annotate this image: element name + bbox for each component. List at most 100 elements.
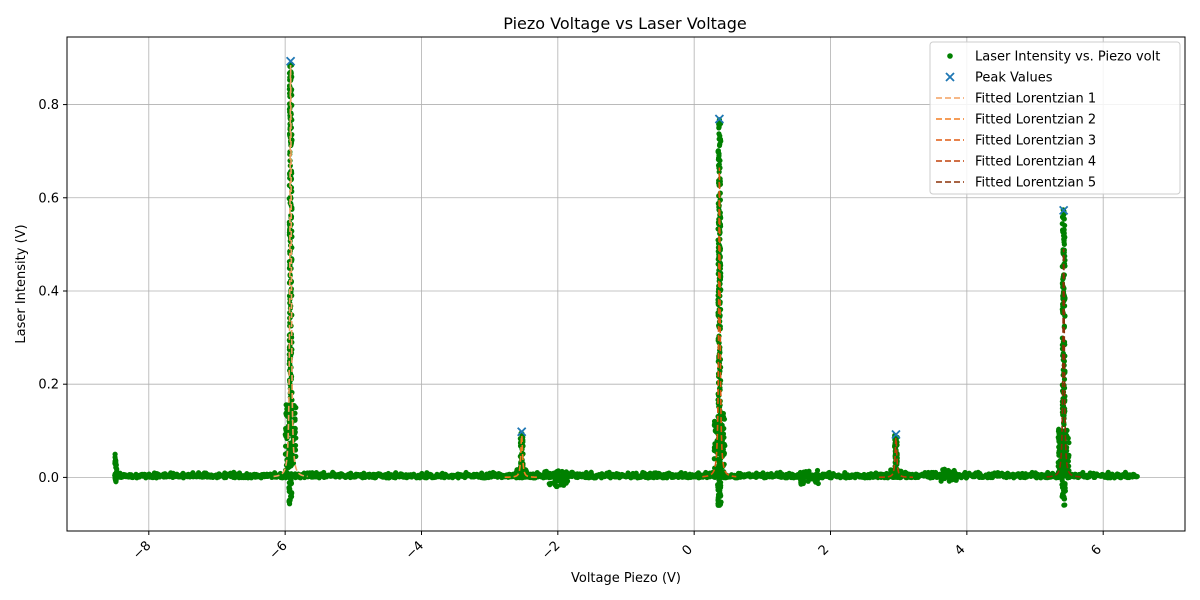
legend-marker-scatter	[947, 53, 953, 59]
legend-label: Fitted Lorentzian 2	[975, 113, 1096, 128]
scatter-point	[547, 471, 553, 477]
legend-label: Fitted Lorentzian 3	[975, 134, 1096, 149]
scatter-point	[713, 455, 719, 462]
legend-marker-x	[945, 72, 955, 82]
scatter-point	[286, 419, 293, 426]
legend-label: Laser Intensity vs. Piezo volt	[975, 50, 1160, 65]
scatter-point	[717, 501, 724, 507]
scatter-point	[564, 470, 570, 476]
chart-title: Piezo Voltage vs Laser Voltage	[503, 14, 746, 33]
scatter-point	[721, 434, 727, 441]
legend: Laser Intensity vs. Piezo volt Peak Value…	[929, 41, 1181, 195]
scatter-point	[113, 464, 119, 470]
scatter-point	[292, 426, 298, 432]
scatter-point	[1056, 436, 1062, 443]
x-tick-label: 6	[1088, 542, 1104, 558]
scatter-point	[288, 441, 294, 448]
scatter-point	[716, 125, 722, 131]
peak-marker	[1059, 205, 1069, 216]
lorentzian-fit-line	[504, 435, 539, 479]
scatter-point	[543, 468, 549, 474]
scatter-point	[802, 470, 808, 476]
scatter-point	[717, 488, 723, 494]
scatter-point	[287, 493, 294, 499]
scatter-point	[286, 456, 292, 462]
scatter-point	[1055, 459, 1061, 466]
scatter-point	[112, 474, 118, 480]
scatter-point	[286, 486, 292, 492]
scatter-point	[942, 475, 948, 482]
scatter-point	[720, 414, 727, 420]
scatter-point	[113, 479, 119, 485]
x-tick-label: −2	[539, 538, 563, 562]
scatter-point	[286, 480, 292, 486]
scatter-point	[1065, 454, 1072, 460]
scatter-point	[941, 467, 948, 473]
x-tick-label: −6	[267, 538, 291, 562]
axes-frame	[66, 36, 1186, 532]
scatter-point	[717, 493, 724, 499]
scatter-point	[711, 445, 718, 451]
scatter-point	[1061, 237, 1067, 243]
scatter-point	[1062, 222, 1068, 229]
scatter-point	[288, 277, 294, 284]
scatter-point	[716, 151, 722, 157]
scatter-point	[1061, 241, 1067, 247]
scatter-point	[552, 482, 558, 488]
lorentzian-fit-line	[702, 167, 737, 478]
peak-markers	[285, 56, 1069, 440]
scatter-point	[558, 482, 564, 488]
x-tick-label: 0	[679, 542, 695, 558]
scatter-point	[112, 458, 119, 464]
scatter-point	[717, 133, 723, 139]
scatter-point	[800, 479, 806, 485]
scatter-point	[805, 478, 811, 484]
y-tick-label: 0.0	[38, 471, 59, 486]
scatter-point	[949, 477, 955, 483]
scatter-point	[1061, 212, 1067, 218]
scatter-point	[1066, 440, 1072, 446]
scatter-point	[718, 479, 724, 486]
scatter-point	[711, 474, 717, 480]
scatter-point	[286, 497, 292, 503]
scatter-point	[1061, 502, 1067, 508]
lorentzian-fit-line	[1046, 249, 1081, 478]
scatter-point	[1055, 428, 1062, 434]
legend-label: Fitted Lorentzian 4	[975, 155, 1096, 170]
x-axis-label: Voltage Piezo (V)	[571, 571, 681, 586]
scatter-point	[721, 441, 727, 447]
peak-marker	[285, 56, 296, 66]
peak-marker	[891, 429, 901, 440]
scatter-point	[283, 402, 289, 408]
scatter-point	[1134, 473, 1140, 480]
scatter-point	[813, 476, 819, 482]
x-tick-label: 4	[952, 542, 968, 558]
peak-marker	[714, 114, 725, 124]
scatter-point	[712, 427, 718, 433]
scatter-point	[1062, 485, 1068, 491]
scatter-point	[293, 405, 299, 411]
legend-box	[929, 41, 1181, 195]
scatter-point	[1059, 456, 1065, 463]
legend-label: Fitted Lorentzian 1	[975, 92, 1096, 107]
scatter-point	[289, 389, 295, 396]
scatter-point	[711, 421, 718, 427]
scatter-point	[547, 482, 553, 488]
scatter-point	[814, 467, 821, 474]
scatter-point	[286, 347, 293, 353]
lorentzian-fit-line	[273, 64, 308, 478]
scatter-point	[292, 417, 298, 423]
scatter-point	[285, 465, 291, 471]
plot-area	[112, 56, 1140, 508]
scatter-point	[716, 459, 723, 465]
scatter-point	[292, 442, 299, 449]
x-tick-label: −8	[130, 538, 154, 562]
scatter-point	[1061, 376, 1068, 382]
y-tick-label: 0.2	[38, 378, 59, 393]
lorentzian-fit-line	[878, 437, 913, 479]
scatter-point	[1060, 229, 1066, 235]
x-tick-label: −4	[403, 538, 427, 562]
scatter-point	[1060, 472, 1067, 479]
scatter-point	[714, 466, 721, 472]
